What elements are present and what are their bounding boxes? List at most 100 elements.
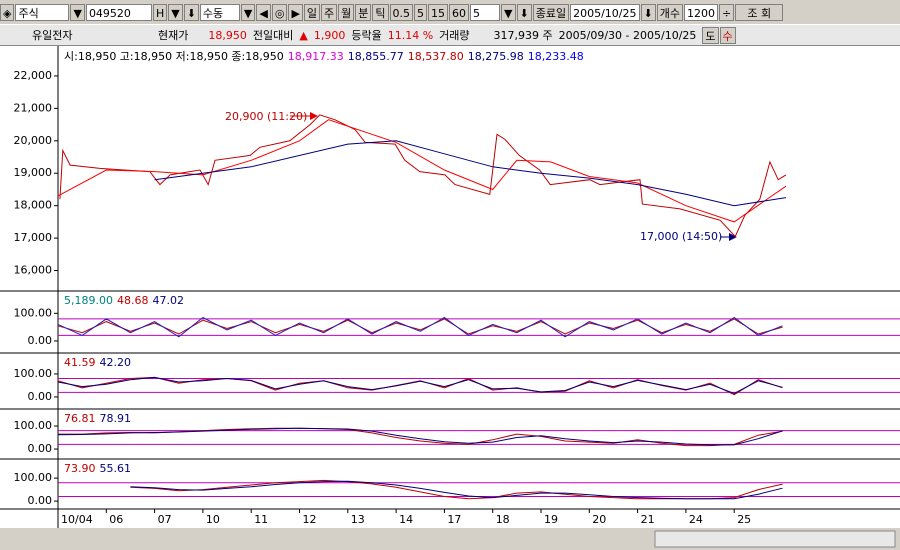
legend-text: 18,855.77 (348, 50, 404, 63)
y-tick-label: 0.00 (28, 494, 53, 507)
annotation: 17,000 (14:50) (640, 230, 722, 243)
period-btn[interactable]: 15 (428, 3, 449, 21)
legend-text: 18,537.80 (408, 50, 464, 63)
y-tick-label: 17,000 (14, 231, 53, 244)
series-line (154, 140, 786, 207)
legend-text: 18,275.98 (468, 50, 524, 63)
toolbar: ◈ 주식 ▼ 049520 H ▼ ⬇ 수동 ▼ ◀ ◎ ▶ 일 주 월 분 틱 0.5 5… (0, 0, 900, 24)
y-tick-label: 100.00 (14, 471, 53, 484)
y-tick-label: 0.00 (28, 334, 53, 347)
series-line (59, 114, 787, 238)
arrow (310, 112, 318, 120)
count-select[interactable]: 5 (470, 3, 501, 21)
code[interactable]: 049520 (85, 3, 152, 21)
legend-text: 55.61 (100, 462, 132, 475)
y-tick-label: 19,000 (14, 166, 53, 179)
query[interactable]: 조 회 (735, 3, 784, 21)
series-line (57, 119, 787, 223)
rate: 11.14 % (387, 28, 434, 42)
y-tick-label: 22,000 (14, 69, 53, 82)
series-line (57, 427, 783, 446)
end-label: 종료일 (532, 3, 570, 21)
period-btn[interactable]: 주 (321, 3, 338, 21)
legend-text: 47.02 (152, 294, 184, 307)
btn[interactable]: 수 (719, 26, 736, 44)
x-tick-label: 10 (206, 513, 220, 526)
legend-text: 42.20 (100, 356, 132, 369)
x-tick-label: 10/04 (61, 513, 93, 526)
y-tick-label: 100.00 (14, 306, 53, 319)
prev[interactable]: ◀ (256, 3, 271, 21)
next[interactable]: ▶ (288, 3, 303, 21)
period-btn[interactable]: 5 (414, 3, 428, 21)
label: 현재가 (158, 29, 189, 42)
series-line (57, 376, 783, 395)
h-btn[interactable]: H (152, 3, 168, 21)
y-tick-label: 0.00 (28, 442, 53, 455)
icon[interactable]: ◈ (0, 3, 15, 21)
info-bar: 유일전자 현재가 18,950 전일대비 ▲ 1,900 등락율 11.14 %… (0, 25, 900, 46)
x-tick-label: 06 (109, 513, 123, 526)
x-tick-label: 24 (689, 513, 703, 526)
x-tick-label: 11 (254, 513, 268, 526)
legend-text: 73.90 (64, 462, 96, 475)
legend-text: 41.59 (64, 356, 96, 369)
period-btn[interactable]: 60 (449, 3, 470, 21)
down[interactable]: ⬇ (183, 3, 199, 21)
scroll-buttons[interactable] (654, 530, 896, 548)
series-line (57, 318, 783, 335)
series-line (57, 316, 783, 338)
count[interactable]: 1200 (683, 3, 718, 21)
dropdown[interactable]: ▼ (70, 3, 85, 21)
x-tick-label: 18 (496, 513, 510, 526)
price: 18,950 (208, 28, 247, 42)
center[interactable]: ◎ (271, 3, 288, 21)
y-tick-label: 16,000 (14, 264, 53, 277)
y-tick-label: 20,000 (14, 134, 53, 147)
y-tick-label: 21,000 (14, 101, 53, 114)
arrow (729, 233, 737, 241)
x-tick-label: 19 (544, 513, 558, 526)
range: 2005/09/30 - 2005/10/25 (558, 28, 697, 42)
count-label: 개수 (656, 3, 683, 21)
market[interactable]: 주식 (15, 3, 70, 21)
period-btn[interactable]: 분 (355, 3, 372, 21)
x-tick-label: 21 (641, 513, 655, 526)
dropdown[interactable]: ▼ (240, 3, 256, 21)
x-tick-label: 12 (303, 513, 317, 526)
dropdown[interactable]: ▼ (501, 3, 516, 21)
arrow: ▲ (299, 28, 308, 42)
volume: 317,939 주 (493, 29, 553, 42)
change: 1,900 (313, 28, 346, 42)
mode[interactable]: 수동 (199, 3, 240, 21)
y-tick-label: 0.00 (28, 390, 53, 403)
btn[interactable]: 도 (702, 26, 719, 44)
legend-text: 5,189.00 (64, 294, 113, 307)
dropdown[interactable]: ▼ (168, 3, 183, 21)
label: 등락율 (351, 29, 382, 42)
stock-name: 유일전자 (32, 29, 73, 42)
y-tick-label: 18,000 (14, 199, 53, 212)
y-tick-label: 100.00 (14, 419, 53, 432)
legend-text: 18,233.48 (528, 50, 584, 63)
period-btn[interactable]: 틱 (372, 3, 389, 21)
x-tick-label: 25 (737, 513, 751, 526)
chart-area: 16,000 17,000 18,000 19,000 20,000 21,000 22,0… (0, 46, 900, 550)
label: 전일대비 (252, 29, 294, 42)
spin[interactable]: ÷ (718, 3, 735, 21)
x-tick-label: 14 (399, 513, 413, 526)
periods: 일 주 월 분 틱 0.5 5 15 60 (303, 3, 470, 21)
legend-text: 시:18,950 고:18,950 저:18,950 종:18,950 (64, 50, 284, 63)
end-date[interactable]: 2005/10/25 (570, 3, 640, 21)
period-btn[interactable]: 일 (303, 3, 321, 21)
legend-text: 18,917.33 (288, 50, 344, 63)
y-tick-label: 100.00 (14, 367, 53, 380)
down[interactable]: ⬇ (516, 3, 532, 21)
down[interactable]: ⬇ (640, 3, 656, 21)
legend-text: 78.91 (100, 412, 132, 425)
period-btn[interactable]: 월 (338, 3, 355, 21)
x-tick-label: 17 (447, 513, 461, 526)
period-btn[interactable]: 0.5 (389, 3, 414, 21)
x-tick-label: 20 (592, 513, 606, 526)
